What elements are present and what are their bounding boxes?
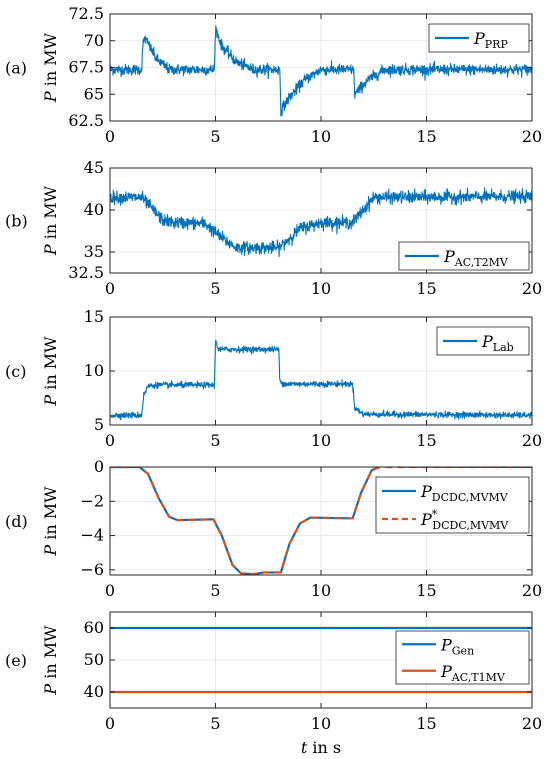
x-tick-label: 10 (311, 714, 331, 733)
y-tick-label: 5 (94, 415, 104, 434)
x-tick-label: 15 (416, 127, 436, 146)
y-tick-label: 70 (84, 31, 104, 50)
y-tick-label: −2 (80, 491, 104, 510)
legend-label: PDCDC,MVMV (420, 482, 509, 504)
chart-panel-4: 0 5 10 15 20 −6 −4 −2 0 (d) P in MW PDCDC,MVMV P* DCD… (5, 457, 542, 600)
x-tick-label: 20 (522, 714, 542, 733)
chart-panel-5: 0 5 10 15 20 40 50 60 (e) P in MW t in s PGen PAC,T1… (5, 611, 542, 757)
legend-label: PLab (481, 332, 514, 354)
panel-label: (d) (5, 512, 28, 531)
x-tick-label: 5 (210, 127, 220, 146)
series-line-2 (110, 467, 532, 575)
y-tick-label: 72.5 (68, 4, 104, 23)
legend-label: P* DCDC,MVMV (420, 508, 509, 532)
x-tick-label: 15 (416, 581, 436, 600)
x-tick-label: 5 (210, 714, 220, 733)
legend-box (395, 630, 530, 685)
y-tick-label: 50 (84, 650, 104, 669)
x-tick-label: 0 (105, 431, 115, 450)
x-tick-label: 20 (522, 127, 542, 146)
x-tick-label: 15 (416, 279, 436, 298)
panel-label: (b) (5, 212, 28, 231)
x-tick-label: 10 (311, 279, 331, 298)
y-axis-label: P in MW (41, 336, 60, 407)
x-tick-label: 0 (105, 714, 115, 733)
x-tick-label: 10 (311, 431, 331, 450)
y-tick-label: 62.5 (68, 111, 104, 130)
legend-label: PGen (440, 635, 474, 657)
legend: PGen PAC,T1MV (395, 630, 530, 685)
series-line-1 (110, 187, 532, 258)
y-tick-label: 35 (84, 242, 104, 261)
chart-panel-1: 0 5 10 15 20 62.5 65 67.5 70 72.5 (a) P in MW PPRP (5, 4, 542, 146)
x-tick-label: 0 (105, 279, 115, 298)
y-axis-label: P in MW (41, 185, 60, 256)
y-tick-label: 40 (84, 682, 104, 701)
x-tick-label: 5 (210, 279, 220, 298)
y-tick-label: 15 (84, 307, 104, 326)
legend-label: PAC,T1MV (440, 662, 506, 684)
y-tick-label: 67.5 (68, 58, 104, 77)
x-tick-label: 10 (311, 581, 331, 600)
y-tick-label: 65 (84, 84, 104, 103)
y-tick-label: −6 (80, 560, 104, 579)
x-tick-label: 15 (416, 714, 436, 733)
panel-label: (a) (5, 59, 27, 78)
legend-label: PPRP (473, 29, 508, 51)
y-tick-label: −4 (80, 526, 104, 545)
y-axis-label: P in MW (41, 486, 60, 557)
legend: PAC,T2MV (398, 241, 530, 271)
legend: PLab (436, 326, 530, 356)
y-tick-label: 60 (84, 618, 104, 637)
x-tick-label: 5 (210, 431, 220, 450)
x-tick-label: 0 (105, 581, 115, 600)
x-tick-label: 20 (522, 431, 542, 450)
series-line-1 (110, 340, 532, 421)
y-tick-label: 40 (84, 200, 104, 219)
legend-box (375, 476, 530, 534)
x-tick-label: 20 (522, 279, 542, 298)
legend: PDCDC,MVMV P* DCDC,MVMV (375, 476, 530, 534)
legend-label: PAC,T2MV (443, 247, 509, 269)
x-tick-label: 10 (311, 127, 331, 146)
panel-label: (c) (5, 362, 26, 381)
x-tick-label: 15 (416, 431, 436, 450)
y-tick-label: 0 (94, 457, 104, 476)
series-line-1 (110, 25, 532, 117)
y-axis-label: P in MW (41, 32, 60, 103)
legend: PPRP (428, 23, 530, 53)
x-axis-label: t in s (301, 738, 341, 757)
x-tick-label: 0 (105, 127, 115, 146)
y-axis-label: P in MW (41, 625, 60, 696)
panel-label: (e) (5, 651, 27, 670)
x-tick-label: 20 (522, 581, 542, 600)
chart-panel-2: 0 5 10 15 20 32.5 35 40 45 (b) P in MW PAC,T2MV (5, 158, 542, 298)
y-tick-label: 32.5 (68, 263, 104, 282)
y-tick-label: 45 (84, 158, 104, 177)
x-tick-label: 5 (210, 581, 220, 600)
y-tick-label: 10 (84, 361, 104, 380)
